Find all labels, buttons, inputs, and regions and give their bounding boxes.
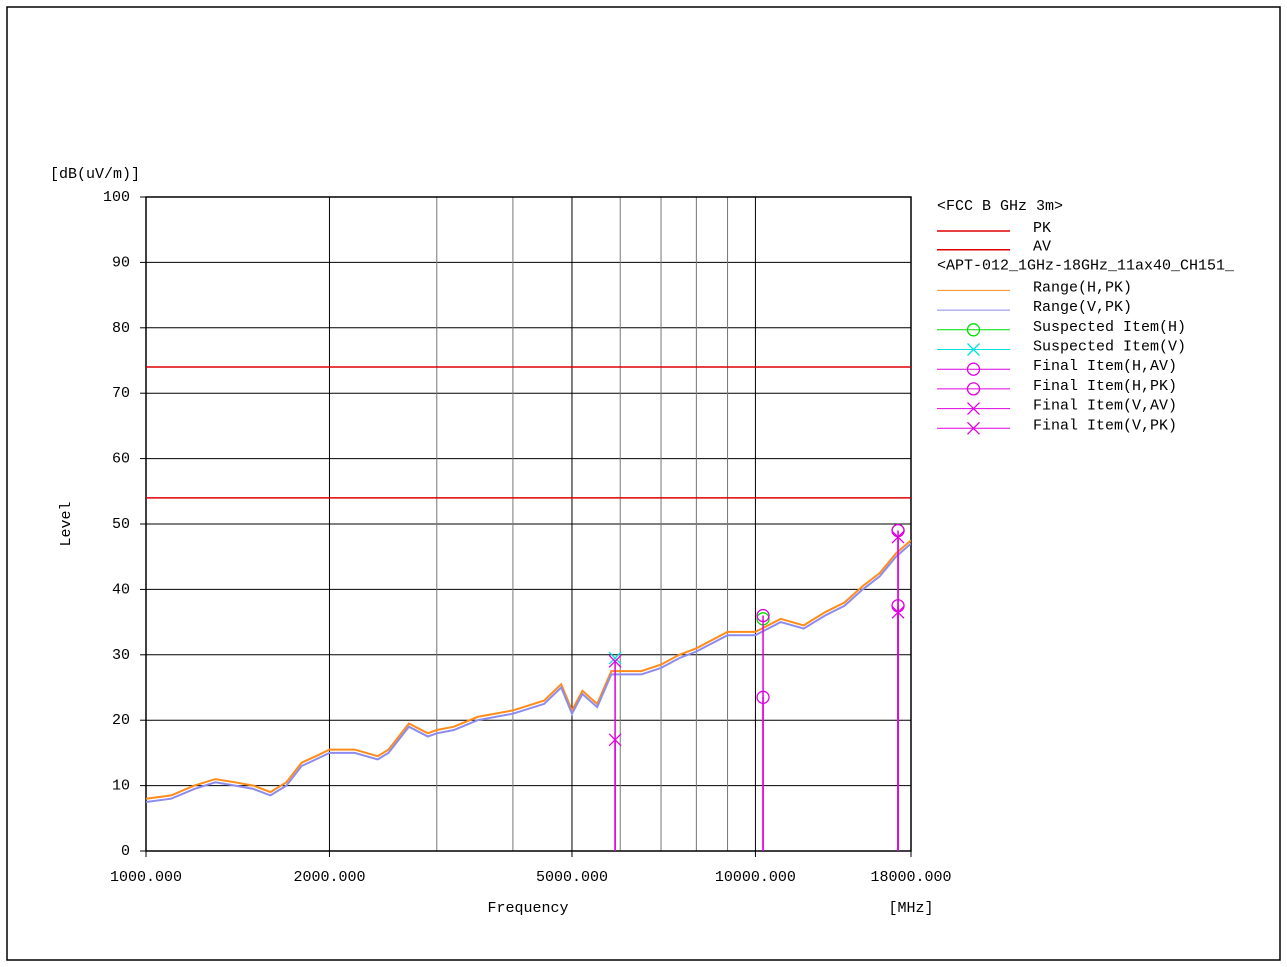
legend-group: <APT-012_1GHz-18GHz_11ax40_CH151_ (937, 257, 1235, 274)
range-trace (146, 542, 911, 803)
y-tick-label: 50 (112, 516, 130, 533)
plot-border (145, 196, 912, 852)
y-tick-label: 100 (103, 189, 130, 206)
x-unit: [MHz] (888, 900, 933, 917)
marker (967, 402, 980, 416)
x-tick-label: 5000.000 (536, 869, 608, 886)
marker (966, 382, 981, 396)
marker (966, 362, 981, 376)
legend-label: Final Item(H,PK) (1033, 378, 1177, 395)
y-axis-label: Level (58, 501, 75, 546)
x-tick-label: 10000.000 (715, 869, 796, 886)
legend-label: Suspected Item(H) (1033, 319, 1186, 336)
legend-label: Range(H,PK) (1033, 279, 1132, 296)
legend-label: Final Item(V,AV) (1033, 398, 1177, 415)
legend-label: AV (1033, 239, 1051, 256)
marker (891, 530, 905, 544)
marker (967, 421, 980, 435)
marker (756, 608, 770, 623)
legend-label: Final Item(H,AV) (1033, 358, 1177, 375)
legend-group: <FCC B GHz 3m> (937, 198, 1063, 215)
marker (967, 343, 980, 356)
x-tick-label: 18000.000 (870, 869, 951, 886)
legend-label: Final Item(V,PK) (1033, 417, 1177, 434)
y-tick-label: 80 (112, 320, 130, 337)
frame (6, 6, 1281, 961)
y-tick-label: 0 (121, 843, 130, 860)
y-tick-label: 30 (112, 647, 130, 664)
y-tick-label: 10 (112, 778, 130, 795)
marker (608, 651, 622, 665)
x-axis-label: Frequency (487, 900, 568, 917)
y-tick-label: 90 (112, 254, 130, 271)
legend-label: PK (1033, 220, 1051, 237)
y-tick-label: 70 (112, 385, 130, 402)
y-unit: [dB(uV/m)] (50, 166, 140, 183)
range-trace (146, 539, 911, 800)
y-tick-label: 60 (112, 451, 130, 468)
y-tick-label: 40 (112, 581, 130, 598)
x-tick-label: 1000.000 (110, 869, 182, 886)
x-tick-label: 2000.000 (293, 869, 365, 886)
legend-label: Suspected Item(V) (1033, 338, 1186, 355)
y-tick-label: 20 (112, 712, 130, 729)
legend-label: Range(V,PK) (1033, 299, 1132, 316)
marker (966, 323, 981, 337)
marker (608, 654, 622, 668)
